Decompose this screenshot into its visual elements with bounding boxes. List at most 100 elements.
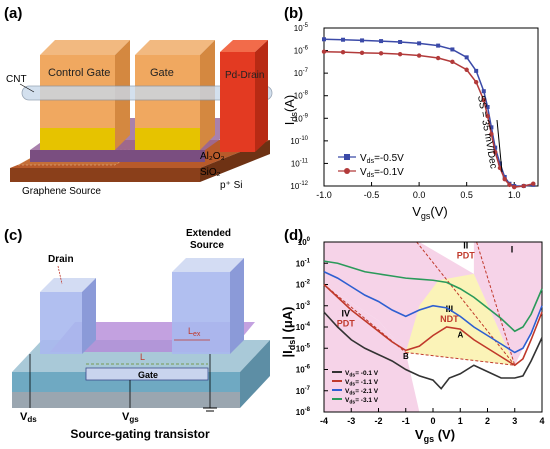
chart-d-xtick-label: 3 xyxy=(512,416,517,426)
chart-b-point xyxy=(489,131,494,137)
chart-b-legend: Vds=-0.5V Vds=-0.1V xyxy=(338,153,404,179)
chart-b-point xyxy=(507,182,512,188)
chart-b-axes: -1.0 -0.5 0.0 0.5 1.0 10-5 10-6 10-7 10-8 10-9 10-… xyxy=(290,23,539,200)
panel-d-label: (d) xyxy=(284,227,303,244)
chart-b-ytick-label: 10-7 xyxy=(294,68,309,78)
ss-annotation: SS = 35 mV/Dec xyxy=(475,95,499,170)
psi-label: p⁺ Si xyxy=(220,180,243,191)
region-label-0: IV xyxy=(342,308,351,318)
chart-d-ytick-label: 10-2 xyxy=(296,280,311,290)
chart-d-ylabel: |Ids| (μA) xyxy=(280,306,297,357)
chart-b-point xyxy=(502,177,507,182)
chart-b-ytick-label: 10-10 xyxy=(290,136,308,146)
chart-b-point xyxy=(359,50,365,56)
panel-a-label: (a) xyxy=(4,5,22,22)
region-i xyxy=(473,242,542,366)
drain-top xyxy=(40,278,96,292)
region-iv xyxy=(324,242,420,412)
gate-bar-c xyxy=(85,367,209,381)
legend-d-entry-3: Vds= -3.1 V xyxy=(345,397,379,406)
chart-b-ytick-label: 10-9 xyxy=(294,113,309,123)
vgs-label-c: Vgs xyxy=(122,411,139,424)
chart-d-xtick-label: 0 xyxy=(430,416,435,426)
chart-b-point xyxy=(378,51,384,56)
chart-d-series xyxy=(323,260,543,390)
extended-source-label-2: Source xyxy=(190,240,224,251)
chart-b-point xyxy=(493,149,498,155)
chart-d-ytick-label: 10-7 xyxy=(296,386,311,396)
substrate-front xyxy=(10,168,200,182)
chart-b-point xyxy=(450,59,455,65)
chart-b-point xyxy=(417,41,422,46)
boundary-ii xyxy=(416,241,516,366)
panel-b: (b) -1.0 -0.5 0.0 0.5 1.0 10-5 10-6 10-7 10-8 10-… xyxy=(280,0,550,222)
legend-d-entry-0: Vds= -0.1 V xyxy=(345,370,379,379)
chart-b-point xyxy=(485,113,490,119)
chart-b-ylabel: Ids(A) xyxy=(282,95,299,125)
boundary-iv xyxy=(323,284,407,353)
chart-b-point xyxy=(379,39,384,44)
chart-d-xtick-label: -2 xyxy=(374,416,382,426)
pd-drain-top xyxy=(220,40,268,52)
gate-label: Gate xyxy=(150,67,174,79)
region-label-1: II xyxy=(463,240,468,250)
pd-drain-side xyxy=(255,40,268,152)
chart-b-point xyxy=(435,55,441,61)
panel-a: (a) CNT Control Gate Gate Pd-Drain Al₂O₃… xyxy=(0,0,280,222)
chart-b-point xyxy=(322,37,326,42)
chart-b-point xyxy=(436,43,441,48)
chart-b-xlabel: Vgs(V) xyxy=(412,204,448,221)
device-a-schematic: (a) CNT Control Gate Gate Pd-Drain Al₂O₃… xyxy=(4,5,273,197)
region-sublabel-2: NDT xyxy=(440,314,459,324)
chart-b-xtick-label: 0.0 xyxy=(413,190,426,200)
chart-b-point xyxy=(340,49,346,55)
device-c-schematic: (c) Drain Extended Source Lex L Gate Vds xyxy=(4,227,270,441)
chart-d-ytick-label: 10-1 xyxy=(296,258,311,268)
extended-source-label-1: Extended xyxy=(186,228,231,239)
control-gate-label: Control Gate xyxy=(48,67,110,79)
panel-b-label: (b) xyxy=(284,5,303,22)
chart-b-point xyxy=(521,183,526,189)
chart-b: (b) -1.0 -0.5 0.0 0.5 1.0 10-5 10-6 10-7 10-8 10-… xyxy=(282,5,539,221)
chart-b-xtick-label: -0.5 xyxy=(364,190,380,200)
chart-b-point xyxy=(341,37,346,42)
chart-d-series-line-3 xyxy=(323,260,543,333)
al2o3-front xyxy=(30,150,205,162)
legend-d-entry-2: Vds= -2.1 V xyxy=(345,388,379,397)
chart-b-ytick-label: 10-12 xyxy=(290,181,308,191)
chart-d-xtick-label: 4 xyxy=(539,416,544,426)
chart-d-ytick-label: 10-6 xyxy=(296,365,311,375)
pd-drain-front xyxy=(220,52,255,152)
chart-b-point xyxy=(360,38,365,43)
chart-d-xtick-label: -1 xyxy=(402,416,410,426)
chart-d-xtick-label: 2 xyxy=(485,416,490,426)
control-gate-top xyxy=(40,40,130,55)
point-label-b: B xyxy=(403,352,409,361)
cnt-tube xyxy=(21,85,273,101)
chart-b-xtick-label: -1.0 xyxy=(316,190,332,200)
chart-d-xtick-label: -4 xyxy=(320,416,328,426)
chart-b-ytick-label: 10-5 xyxy=(294,23,309,33)
chart-b-ytick-label: 10-11 xyxy=(291,158,309,168)
chart-d-ytick-label: 10-5 xyxy=(296,343,311,353)
chart-b-point xyxy=(397,51,403,57)
base-front-c xyxy=(12,392,240,408)
drain-front xyxy=(40,292,82,354)
graphene-source-label: Graphene Source xyxy=(22,186,101,197)
vds-label-c: Vds xyxy=(20,411,37,424)
chart-b-xtick-label: 1.0 xyxy=(508,190,521,200)
panel-c-caption: Source-gating transistor xyxy=(70,427,210,441)
boundary-i xyxy=(476,241,516,366)
legend-b-entry-1: Vds=-0.1V xyxy=(360,167,404,179)
chart-b-point xyxy=(502,174,507,179)
chart-b-point xyxy=(481,89,486,94)
al2o3-label: Al₂O₃ xyxy=(200,151,225,162)
chart-d-ytick-label: 10-8 xyxy=(296,407,311,417)
boundary-iii xyxy=(405,352,515,366)
chart-b-ytick-label: 10-6 xyxy=(294,46,309,56)
chart-b-point xyxy=(474,68,479,73)
chart-b-point xyxy=(481,98,486,103)
chart-d-series-line-1 xyxy=(323,283,543,367)
